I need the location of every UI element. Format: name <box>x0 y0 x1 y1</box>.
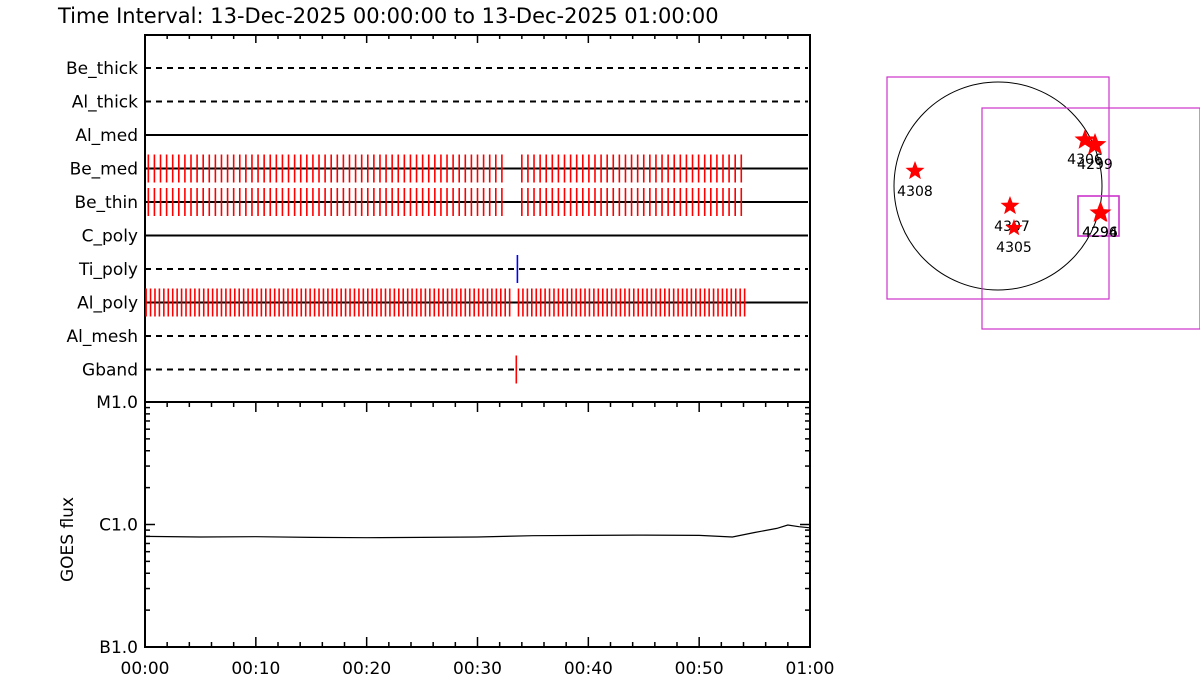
active-region-label: 4299 <box>1077 157 1113 173</box>
row-label: Al_thick <box>72 93 138 113</box>
field-of-view-box <box>981 107 1200 330</box>
x-tick-label: 00:00 <box>121 659 170 679</box>
solar-disk <box>893 81 1103 291</box>
y-tick-label: C1.0 <box>99 516 138 536</box>
timeline-frame <box>144 34 811 403</box>
active-region-star <box>1089 202 1111 222</box>
y-axis-label: GOES flux <box>58 497 78 582</box>
sun-map: 4308430642994307430542964294 <box>886 76 1200 330</box>
chart-title: Time Interval: 13-Dec-2025 00:00:00 to 1… <box>57 4 719 28</box>
x-tick-label: 01:00 <box>786 659 835 679</box>
goes-frame <box>144 401 811 648</box>
x-tick-label: 00:50 <box>675 659 724 679</box>
row-label: Be_thin <box>74 193 138 213</box>
row-label: Be_thick <box>66 59 138 79</box>
row-label: Be_med <box>70 160 138 180</box>
active-region-star <box>905 161 925 180</box>
row-label: Al_med <box>75 126 138 146</box>
field-of-view-box <box>886 76 1110 300</box>
row-label: Al_mesh <box>66 327 138 347</box>
row-label: C_poly <box>82 227 138 247</box>
active-region-label: 4296 <box>1082 225 1118 241</box>
active-region-label: 4294 <box>1082 225 1118 241</box>
row-label: Ti_poly <box>78 260 138 280</box>
goes-panel: B1.0 C1.0 M1.0 GOES flux 00:00 00:10 00:20 00:3… <box>58 393 835 679</box>
active-region-label: 4305 <box>996 240 1032 256</box>
active-region-label: 4308 <box>897 184 933 200</box>
row-label: Al_poly <box>77 294 138 314</box>
row-label: Gband <box>82 361 138 381</box>
y-tick-label: B1.0 <box>99 638 138 658</box>
timeline-panel: Be_thick Al_thick Al_med Be_med Be_thin C_pol… <box>66 34 811 403</box>
y-tick-label: M1.0 <box>96 393 138 413</box>
active-region-star <box>1074 129 1096 149</box>
goes-flux-line <box>144 524 811 539</box>
active-region-label: 4306 <box>1067 152 1103 168</box>
active-region-star <box>1083 133 1107 155</box>
x-tick-label: 00:40 <box>564 659 613 679</box>
field-of-view-box <box>1077 195 1120 237</box>
x-tick-label: 00:20 <box>342 659 391 679</box>
x-tick-label: 00:10 <box>231 659 280 679</box>
x-tick-label: 00:30 <box>453 659 502 679</box>
active-region-star <box>1005 219 1023 236</box>
active-region-star <box>1000 196 1020 215</box>
